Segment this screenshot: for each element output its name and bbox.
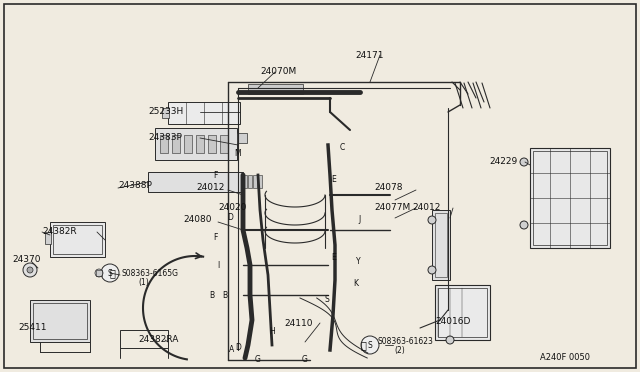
Text: 24382R: 24382R bbox=[42, 228, 77, 237]
Bar bbox=[438, 288, 487, 337]
Bar bbox=[120, 330, 168, 348]
Text: 24382RA: 24382RA bbox=[138, 336, 179, 344]
Bar bbox=[432, 210, 450, 280]
Text: G: G bbox=[255, 356, 261, 365]
Text: 24012: 24012 bbox=[196, 183, 225, 192]
Circle shape bbox=[23, 263, 37, 277]
Circle shape bbox=[428, 266, 436, 274]
Bar bbox=[237, 133, 247, 143]
Text: E: E bbox=[332, 253, 337, 263]
Text: Ⓢ: Ⓢ bbox=[109, 268, 115, 278]
Text: 24016D: 24016D bbox=[435, 317, 470, 327]
Bar bbox=[196, 135, 204, 153]
Circle shape bbox=[361, 336, 379, 354]
Bar bbox=[155, 128, 237, 160]
Text: D: D bbox=[235, 343, 241, 353]
Text: 24171: 24171 bbox=[355, 51, 383, 60]
Circle shape bbox=[101, 264, 119, 282]
Text: 24229: 24229 bbox=[489, 157, 517, 167]
Text: 24080: 24080 bbox=[183, 215, 211, 224]
Bar bbox=[168, 102, 240, 124]
Bar bbox=[184, 135, 192, 153]
Text: M: M bbox=[235, 148, 241, 157]
Text: S08363-61623: S08363-61623 bbox=[378, 337, 434, 346]
Bar bbox=[45, 232, 51, 244]
Text: B: B bbox=[209, 291, 214, 299]
Text: H: H bbox=[269, 327, 275, 337]
Bar bbox=[160, 135, 168, 153]
Text: 24110: 24110 bbox=[284, 318, 312, 327]
Text: I: I bbox=[217, 260, 219, 269]
Text: F: F bbox=[213, 232, 217, 241]
Text: D: D bbox=[227, 212, 233, 221]
Text: S: S bbox=[367, 340, 372, 350]
Bar bbox=[258, 175, 262, 188]
Text: 24077M: 24077M bbox=[374, 202, 410, 212]
Text: F: F bbox=[213, 170, 217, 180]
Text: S08363-6165G: S08363-6165G bbox=[122, 269, 179, 278]
Circle shape bbox=[95, 269, 103, 277]
Text: Ⓢ: Ⓢ bbox=[360, 340, 366, 350]
Text: (1): (1) bbox=[138, 279, 148, 288]
Text: G: G bbox=[302, 356, 308, 365]
Text: 24388P: 24388P bbox=[118, 180, 152, 189]
Text: J: J bbox=[359, 215, 361, 224]
Bar bbox=[96, 270, 102, 276]
Bar bbox=[30, 300, 90, 342]
Circle shape bbox=[520, 221, 528, 229]
Text: E: E bbox=[332, 176, 337, 185]
Circle shape bbox=[446, 336, 454, 344]
Bar bbox=[253, 175, 257, 188]
Text: 24078: 24078 bbox=[374, 183, 403, 192]
Bar bbox=[248, 84, 303, 94]
Text: 24070M: 24070M bbox=[260, 67, 296, 77]
Text: 25411: 25411 bbox=[18, 324, 47, 333]
Bar bbox=[248, 175, 252, 188]
Text: K: K bbox=[353, 279, 358, 289]
Text: C: C bbox=[339, 144, 344, 153]
Bar bbox=[53, 225, 102, 254]
Text: A: A bbox=[229, 346, 235, 355]
Bar bbox=[208, 135, 216, 153]
Text: (2): (2) bbox=[394, 346, 404, 356]
Text: 24012: 24012 bbox=[412, 202, 440, 212]
Bar bbox=[50, 222, 105, 257]
Text: B: B bbox=[223, 291, 228, 299]
Bar bbox=[243, 175, 247, 188]
Text: Y: Y bbox=[356, 257, 360, 266]
Text: 24370: 24370 bbox=[12, 256, 40, 264]
Bar bbox=[435, 285, 490, 340]
Text: 24383P: 24383P bbox=[148, 134, 182, 142]
Text: 24020: 24020 bbox=[218, 202, 246, 212]
Bar bbox=[148, 172, 243, 192]
Text: S: S bbox=[108, 269, 113, 278]
Text: S: S bbox=[324, 295, 330, 305]
Bar bbox=[435, 213, 447, 277]
Bar bbox=[172, 135, 180, 153]
Bar bbox=[530, 148, 610, 248]
Bar bbox=[220, 135, 228, 153]
Bar bbox=[533, 151, 607, 245]
Bar bbox=[162, 108, 169, 118]
Text: A240F 0050: A240F 0050 bbox=[540, 353, 590, 362]
Bar bbox=[33, 303, 87, 339]
Text: 25233H: 25233H bbox=[148, 108, 183, 116]
Circle shape bbox=[27, 267, 33, 273]
Circle shape bbox=[428, 216, 436, 224]
Circle shape bbox=[520, 158, 528, 166]
